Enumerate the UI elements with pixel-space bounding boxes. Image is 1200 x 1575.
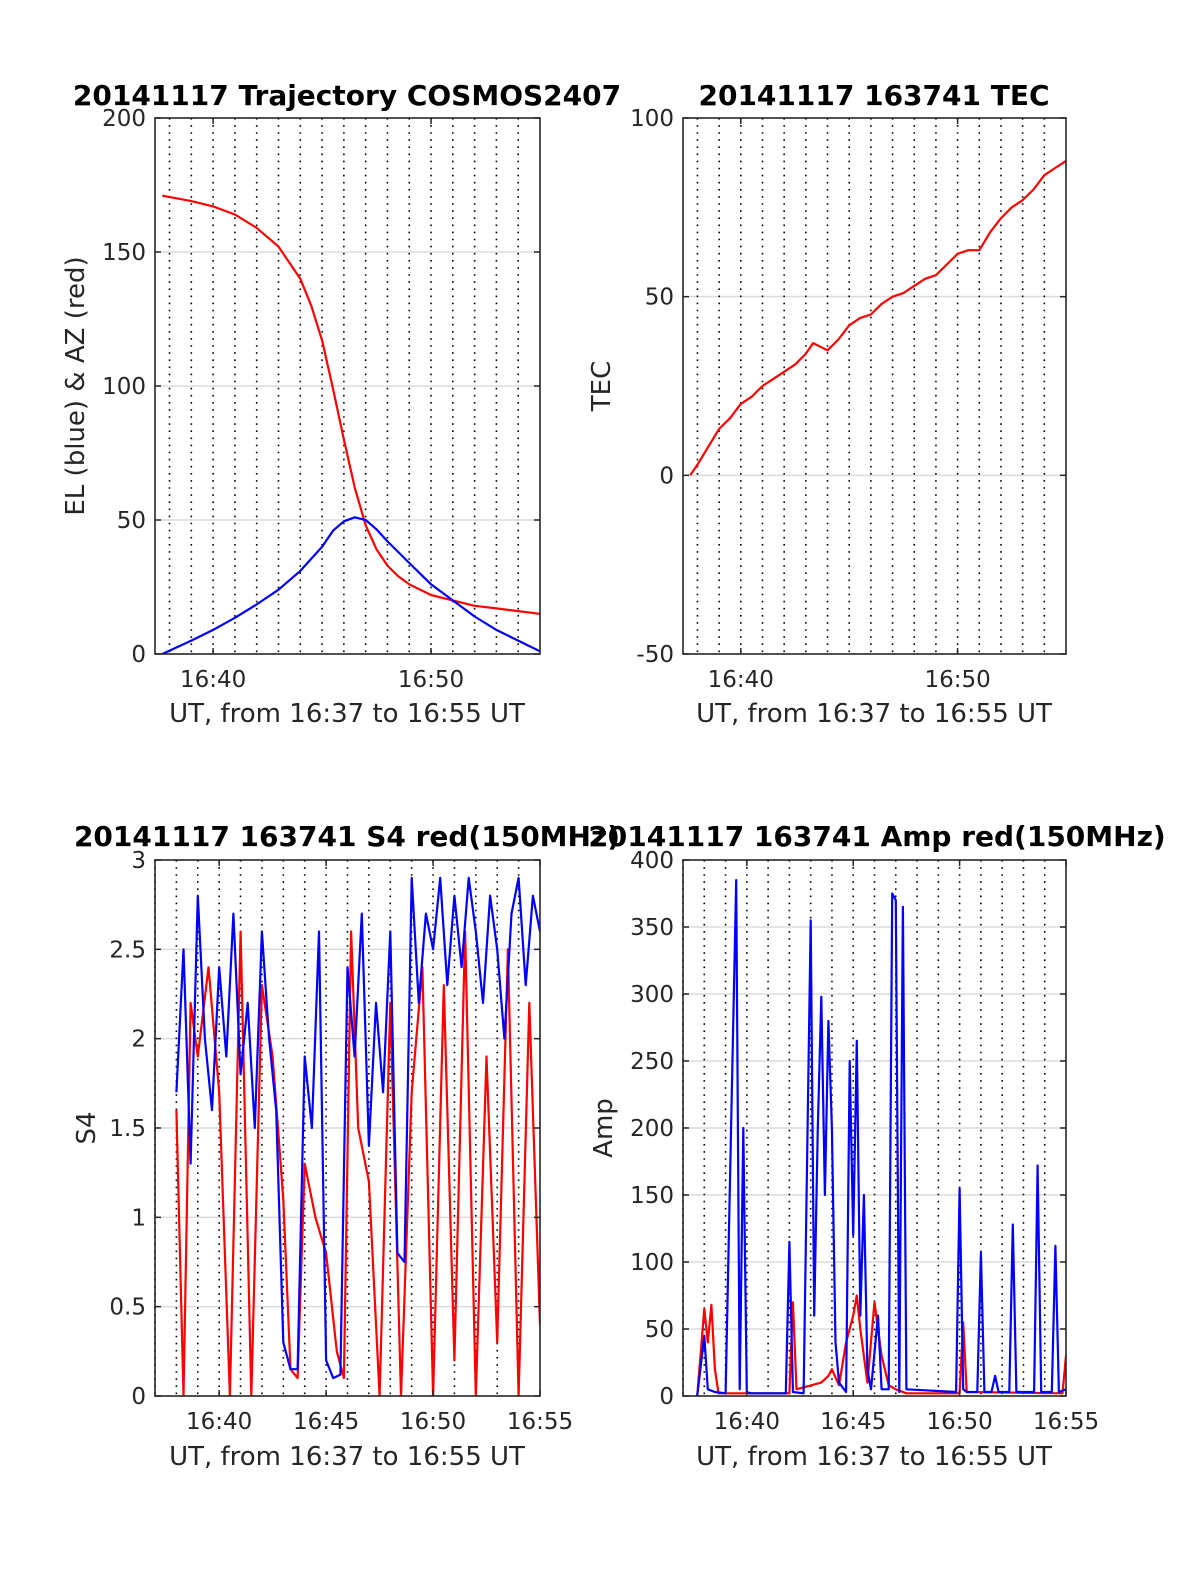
x-tick-label: 16:55: [507, 1409, 573, 1435]
y-tick-label: 150: [102, 240, 146, 266]
y-axis-label: S4: [72, 1111, 102, 1144]
y-tick-label: 100: [102, 374, 146, 400]
x-axis-label: UT, from 16:37 to 16:55 UT: [696, 1442, 1052, 1472]
x-tick-label: 16:50: [398, 667, 464, 693]
data-series-red-line: [162, 194, 540, 615]
y-axis-label: TEC: [587, 361, 617, 412]
data-series-red-line: [175, 930, 540, 1396]
y-tick-label: 1: [131, 1205, 146, 1231]
y-tick-label: 50: [645, 1317, 674, 1343]
data-series-blue-line: [161, 516, 540, 654]
y-tick-label: 100: [630, 106, 674, 132]
x-tick-label: 16:40: [714, 1409, 780, 1435]
y-tick-label: 250: [630, 1049, 674, 1075]
data-series-red-line: [696, 1294, 1066, 1396]
y-tick-label: 0: [131, 642, 146, 668]
plot-area: 0 50 100 150 200 250 300 350 400 16:40 16:45 16:50 1…: [630, 848, 1099, 1435]
y-tick-label: 2.5: [109, 937, 146, 963]
y-tick-label: 200: [630, 1116, 674, 1142]
x-tick-label: 16:45: [820, 1409, 886, 1435]
data-series-blue-line: [175, 876, 540, 1380]
x-tick-label: 16:40: [708, 667, 774, 693]
series-group: [689, 159, 1066, 476]
series-group: [161, 194, 540, 654]
y-tick-label: 350: [630, 915, 674, 941]
y-tick-label: 200: [102, 106, 146, 132]
y-tick-label: 0: [659, 1384, 674, 1410]
y-tick-label: 0.5: [109, 1295, 146, 1321]
series-group: [175, 876, 540, 1396]
chart-title: 20141117 163741 TEC: [698, 79, 1049, 112]
plot-frame: [682, 117, 1067, 655]
plot-area: 0 0.5 1 1.5 2 2.5 3 16:40 16:45 16:50 16:55: [109, 848, 573, 1435]
x-tick-label: 16:40: [180, 667, 246, 693]
x-axis-label: UT, from 16:37 to 16:55 UT: [169, 699, 525, 729]
y-tick-label: 0: [131, 1384, 146, 1410]
y-axis-label: EL (blue) & AZ (red): [61, 256, 91, 515]
y-tick-label: 100: [630, 1250, 674, 1276]
y-tick-label: 50: [645, 285, 674, 311]
y-axis-label: Amp: [589, 1098, 619, 1158]
series-group: [696, 878, 1066, 1396]
chart-title: 20141117 Trajectory COSMOS2407: [73, 79, 621, 112]
y-tick-label: 300: [630, 982, 674, 1008]
y-tick-label: 400: [630, 848, 674, 874]
plot-area: 0 50 100 150 200 16:40 16:50: [102, 106, 541, 693]
x-axis-label: UT, from 16:37 to 16:55 UT: [169, 1442, 525, 1472]
chart-title: 20141117 163741 Amp red(150MHz): [588, 820, 1165, 853]
x-axis-label: UT, from 16:37 to 16:55 UT: [696, 699, 1052, 729]
y-tick-label: 3: [131, 848, 146, 874]
x-tick-label: 16:50: [926, 1409, 992, 1435]
y-tick-label: 50: [117, 508, 146, 534]
chart-title: 20141117 163741 S4 red(150MHz): [74, 820, 620, 853]
x-tick-label: 16:55: [1033, 1409, 1099, 1435]
data-series-red-line: [689, 159, 1066, 476]
y-tick-label: -50: [636, 642, 674, 668]
x-tick-label: 16:45: [293, 1409, 359, 1435]
panel-amp: 20141117 163741 Amp red(150MHz) 0 50 100 15…: [588, 820, 1165, 1472]
y-tick-label: 2: [131, 1027, 146, 1053]
y-tick-label: 150: [630, 1183, 674, 1209]
data-series-blue-line: [696, 878, 1066, 1396]
plot-area: -50 0 50 100 16:40 16:50: [630, 106, 1067, 693]
panel-s4: 20141117 163741 S4 red(150MHz) 0 0.5 1 1.5 2…: [72, 820, 620, 1472]
x-tick-label: 16:40: [186, 1409, 252, 1435]
x-tick-label: 16:50: [924, 667, 990, 693]
y-tick-label: 1.5: [109, 1116, 146, 1142]
x-tick-label: 16:50: [400, 1409, 466, 1435]
y-tick-label: 0: [659, 463, 674, 489]
panel-trajectory: 20141117 Trajectory COSMOS2407 0 50 100 150…: [61, 79, 621, 729]
